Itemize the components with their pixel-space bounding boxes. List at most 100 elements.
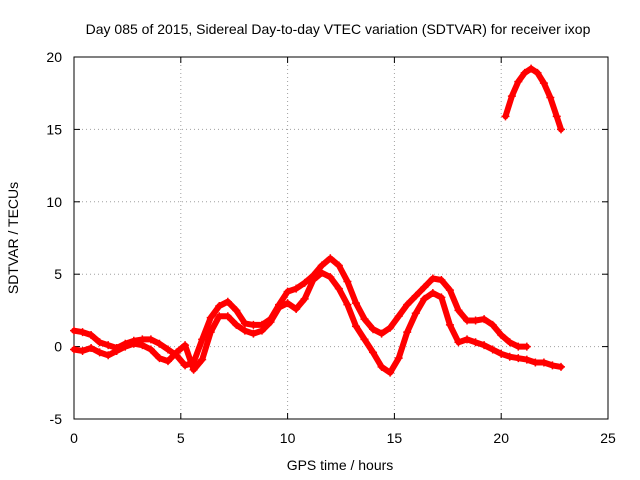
x-tick-label: 15 — [387, 430, 403, 446]
data-point — [223, 312, 232, 321]
data-point — [463, 316, 472, 325]
data-point — [522, 342, 531, 351]
data-point — [360, 335, 369, 344]
data-point — [463, 335, 472, 344]
data-point — [505, 352, 514, 361]
data-point — [189, 365, 198, 374]
data-point — [249, 320, 258, 329]
data-point — [181, 341, 190, 350]
axis-ticks — [73, 56, 609, 420]
grid-lines — [74, 57, 608, 419]
data-point — [95, 348, 104, 357]
series-track-a — [70, 254, 531, 370]
x-axis-label: GPS time / hours — [287, 457, 394, 473]
data-point — [240, 326, 249, 335]
data-point — [377, 329, 386, 338]
y-tick-label: 0 — [54, 339, 62, 355]
data-point — [232, 306, 241, 315]
data-point — [300, 278, 309, 287]
x-tick-label: 20 — [493, 430, 509, 446]
data-point — [317, 268, 326, 277]
data-point — [292, 284, 301, 293]
data-point — [480, 315, 489, 324]
data-point — [411, 309, 420, 318]
data-point — [70, 326, 78, 335]
data-point — [527, 64, 536, 73]
data-point — [275, 303, 284, 312]
y-tick-label: 15 — [46, 121, 62, 137]
x-tick-label: 5 — [177, 430, 185, 446]
data-point — [533, 68, 542, 77]
data-point — [420, 294, 429, 303]
data-point — [146, 335, 155, 344]
data-point — [428, 289, 437, 298]
data-point — [471, 316, 480, 325]
data-point — [557, 362, 566, 371]
data-point — [445, 320, 454, 329]
data-point — [514, 354, 523, 363]
data-point — [138, 341, 147, 350]
data-point — [520, 68, 529, 77]
x-tick-labels: 0 5 10 15 20 25 — [70, 430, 616, 446]
y-tick-label: 20 — [46, 49, 62, 65]
data-point — [163, 357, 172, 366]
y-tick-labels: -5 0 5 10 15 20 — [46, 49, 62, 427]
series-track-b — [70, 268, 566, 377]
data-series — [70, 64, 566, 377]
data-point — [552, 112, 561, 121]
data-point — [531, 358, 540, 367]
data-point — [488, 320, 497, 329]
data-point — [155, 339, 164, 348]
data-point — [283, 299, 292, 308]
data-point — [445, 286, 454, 295]
data-point — [300, 294, 309, 303]
data-point — [181, 361, 190, 370]
chart-title: Day 085 of 2015, Sidereal Day-to-day VTE… — [86, 21, 591, 37]
data-point — [78, 346, 87, 355]
data-point — [411, 291, 420, 300]
data-point — [343, 300, 352, 309]
data-point — [546, 93, 555, 102]
data-point — [428, 274, 437, 283]
data-point — [215, 302, 224, 311]
series-band — [71, 269, 564, 376]
data-point — [522, 355, 531, 364]
series-band — [502, 65, 564, 133]
data-point — [369, 348, 378, 357]
data-point — [360, 315, 369, 324]
x-tick-label: 25 — [600, 430, 616, 446]
data-point — [334, 284, 343, 293]
data-point — [548, 361, 557, 370]
data-point — [266, 317, 275, 326]
data-point — [198, 335, 207, 344]
data-point — [240, 319, 249, 328]
data-point — [104, 351, 113, 360]
data-point — [283, 287, 292, 296]
data-point — [394, 312, 403, 321]
data-point — [539, 358, 548, 367]
data-point — [420, 283, 429, 292]
data-point — [163, 345, 172, 354]
data-point — [377, 362, 386, 371]
data-point — [501, 112, 510, 121]
data-point — [326, 273, 335, 282]
data-point — [480, 341, 489, 350]
data-point — [497, 331, 506, 340]
data-point — [497, 349, 506, 358]
data-point — [87, 331, 96, 340]
data-point — [386, 323, 395, 332]
data-point — [351, 299, 360, 308]
y-tick-label: 5 — [54, 266, 62, 282]
data-point — [155, 354, 164, 363]
data-point — [334, 261, 343, 270]
data-point — [249, 329, 258, 338]
data-point — [112, 346, 121, 355]
data-point — [514, 77, 523, 86]
data-point — [121, 342, 130, 351]
data-point — [129, 339, 138, 348]
data-point — [507, 92, 516, 101]
data-point — [454, 306, 463, 315]
data-point — [215, 312, 224, 321]
data-point — [70, 345, 78, 354]
